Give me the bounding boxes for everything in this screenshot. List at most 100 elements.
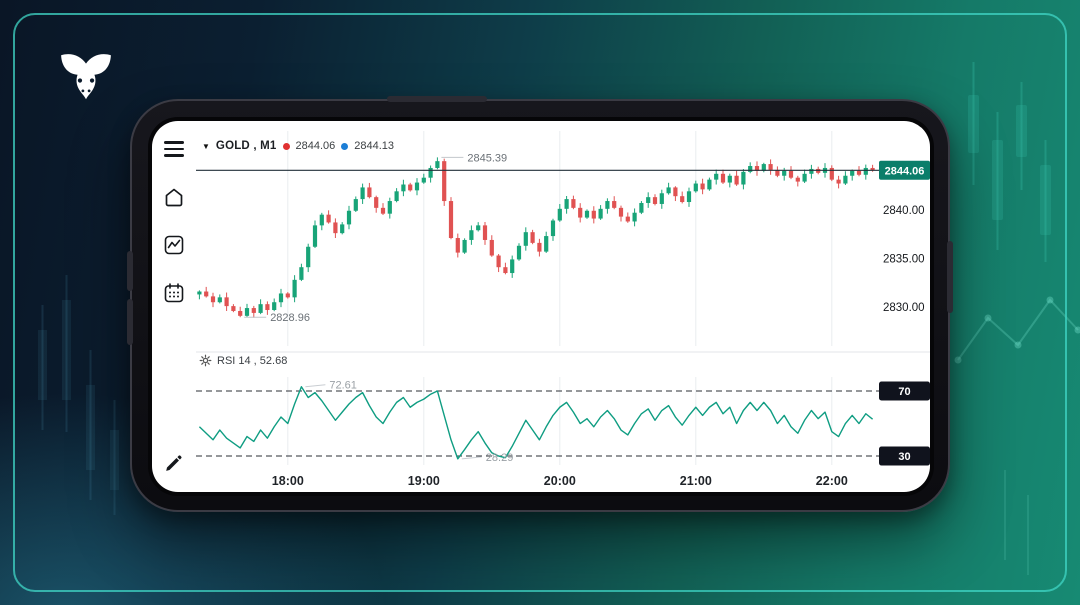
candle-body: [809, 168, 814, 174]
candle-body: [693, 183, 698, 192]
candle-body: [224, 297, 229, 307]
time-label: 19:00: [408, 474, 440, 488]
home-button[interactable]: [160, 183, 188, 211]
candle-body: [578, 207, 583, 218]
symbol-header: ▼ GOLD , M1 2844.06 2844.13: [202, 140, 394, 152]
price-annotation: 2828.96: [270, 312, 310, 324]
candle-body: [333, 222, 338, 234]
rsi-level-badge: [879, 446, 930, 466]
phone-power-button: [947, 241, 953, 313]
sparkline-decoration: [954, 296, 1080, 575]
gear-icon[interactable]: [199, 354, 212, 367]
home-icon: [165, 188, 183, 207]
candle-body: [394, 191, 399, 202]
rsi-label: RSI 14 , 52.68: [217, 354, 288, 367]
candle-body: [210, 296, 216, 303]
toolbar: [152, 121, 196, 492]
candle-body: [204, 291, 209, 297]
candle-body: [482, 225, 488, 240]
candle-body: [408, 184, 413, 191]
rsi-level-badge: [879, 381, 930, 401]
candle-body: [673, 187, 678, 197]
calendar-icon: [164, 283, 184, 303]
candle-body: [652, 197, 658, 204]
candle-body: [782, 170, 787, 176]
candle-body: [612, 201, 617, 208]
candle-body: [367, 187, 372, 198]
candle-body: [421, 177, 426, 183]
candle-body: [265, 304, 270, 311]
candle-body: [754, 166, 760, 171]
candle-body: [380, 207, 386, 214]
candle-body: [319, 214, 324, 226]
rsi-line: [198, 386, 874, 460]
menu-button[interactable]: [160, 135, 188, 163]
annotation-leader-line: [305, 384, 326, 388]
background-candles-left: [38, 275, 119, 515]
candle-body: [442, 161, 447, 202]
candle-body: [510, 259, 515, 274]
rsi-level-label: 70: [898, 386, 910, 398]
candle-body: [272, 302, 277, 311]
candle-body: [401, 184, 406, 192]
candle-body: [768, 164, 773, 170]
time-label: 21:00: [680, 474, 712, 488]
candle-body: [353, 199, 358, 211]
candle-body: [788, 170, 794, 178]
price-chart[interactable]: 18:00 19:00 20:00 21:00 22:00 2840.00 2835.00 2…: [152, 121, 930, 492]
phone-mockup: 18:00 19:00 20:00 21:00 22:00 2840.00 2835.00 2…: [127, 96, 953, 512]
candle-body: [714, 173, 719, 180]
ask-dot-icon: [341, 142, 349, 150]
candle-body: [340, 224, 345, 234]
candle-body: [741, 171, 746, 185]
candle-body: [428, 167, 433, 178]
price-axis-label: 2835.00: [883, 253, 925, 265]
candle-body: [836, 179, 841, 184]
candle-body: [258, 304, 263, 313]
candle-body: [278, 293, 284, 303]
candle-body: [584, 210, 590, 218]
chart-button[interactable]: [160, 231, 188, 259]
candle-body: [795, 177, 800, 182]
background-candles-right: [968, 62, 1051, 262]
current-price-badge: [879, 160, 930, 180]
draw-button[interactable]: [160, 449, 188, 477]
candle-body: [414, 182, 420, 191]
calendar-button[interactable]: [160, 279, 188, 307]
candle-body: [632, 212, 637, 222]
candle-body: [306, 246, 311, 268]
candle-body: [802, 173, 807, 182]
candle-body: [707, 179, 712, 190]
candle-body: [605, 201, 610, 209]
time-label: 20:00: [544, 474, 576, 488]
pencil-icon: [166, 455, 182, 471]
rsi-annotation: 28.29: [486, 452, 514, 464]
candle-body: [618, 207, 624, 217]
candle-body: [564, 199, 569, 209]
candle-body: [680, 196, 685, 203]
phone-volume-button: [127, 251, 133, 291]
candle-body: [850, 170, 855, 176]
rsi-level-label: 30: [898, 451, 910, 463]
price-axis-label: 2830.00: [883, 302, 925, 314]
annotation-leader-line: [461, 456, 482, 460]
candle-body: [686, 191, 692, 203]
candle-body: [244, 308, 250, 316]
candle-body: [856, 170, 862, 175]
candle-body: [197, 291, 202, 295]
candle-body: [312, 225, 318, 247]
candle-body: [326, 214, 331, 223]
candle-body: [625, 216, 630, 222]
symbol-label[interactable]: GOLD , M1: [215, 140, 277, 152]
candle-body: [523, 232, 528, 246]
bid-dot-icon: [282, 142, 290, 150]
candle-body: [557, 208, 562, 221]
symbol-dropdown-icon[interactable]: ▼: [202, 141, 210, 151]
phone-top-button: [387, 96, 487, 102]
candle-body: [734, 175, 739, 185]
candle-body: [544, 236, 549, 252]
candle-body: [231, 306, 236, 311]
candle-body: [591, 210, 596, 219]
candle-body: [387, 201, 392, 214]
